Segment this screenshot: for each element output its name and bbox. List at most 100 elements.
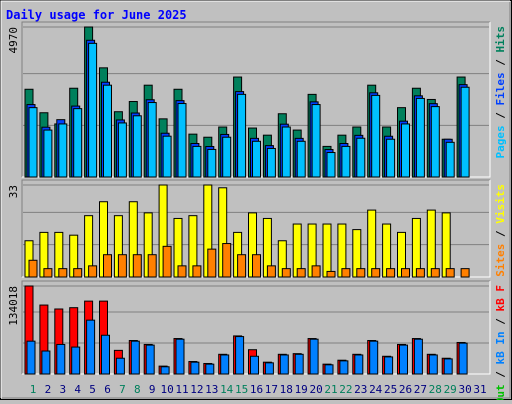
bar [341,268,351,278]
bar [235,336,245,375]
bar [445,141,455,178]
legend-separator: / [494,106,507,126]
bar [86,319,96,375]
bar [430,268,440,278]
bar [43,268,53,278]
panel-bevel [21,280,490,374]
bar [309,338,319,375]
bar [41,350,51,375]
x-tick-label: 2 [45,383,52,396]
x-tick-label: 9 [149,383,156,396]
x-tick-label: 15 [235,383,248,396]
bar [356,137,366,178]
legend-entry: Sites [494,244,507,277]
bar [162,245,172,278]
bar [266,147,276,178]
bar [371,268,381,278]
x-tick-label: 23 [354,383,367,396]
bar [103,84,112,178]
legend-separator: / [494,224,507,244]
x-tick-label: 1 [30,383,37,396]
legend-entry: Visits [494,184,507,224]
bar [428,354,438,375]
bar [458,342,468,375]
bar [205,363,215,375]
bar [220,354,230,375]
x-tick-label: 18 [280,383,293,396]
bar [147,102,157,178]
x-tick-label: 31 [473,383,486,396]
bar [26,340,36,375]
bar [147,254,157,278]
bar [445,268,455,278]
legend-entry: kB In [494,331,507,364]
bar [160,366,170,375]
y-tick-label: 33 [7,185,20,198]
bar [324,364,334,375]
bar [43,129,53,178]
x-tick-label: 5 [89,383,96,396]
bar [281,268,291,278]
legend-entry: kB Out [494,384,507,400]
legend: kB Out / kB In / kB F [494,285,507,400]
bar [207,148,217,178]
x-tick-label: 21 [324,383,337,396]
bar [326,270,336,278]
bar [311,104,321,178]
bar [190,361,200,375]
bar [401,123,410,178]
bar [296,268,306,278]
bar [399,344,408,375]
bar [115,357,125,375]
bar [56,343,66,375]
bar [145,344,155,375]
bar [415,97,425,178]
bar [371,94,381,178]
bar [386,268,396,278]
bar [175,338,185,375]
bar [177,265,187,278]
x-tick-label: 13 [205,383,218,396]
legend-separator: / [494,365,507,385]
bar [341,145,351,178]
bar [311,265,321,278]
bar [101,334,110,375]
bar [266,265,276,278]
bar [264,362,274,375]
x-tick-label: 14 [220,383,234,396]
bar [296,140,306,178]
x-tick-label: 7 [119,383,126,396]
bar [162,135,172,178]
bar [237,93,247,178]
bar [192,265,202,278]
bar [88,42,98,178]
legend-separator: / [494,312,507,332]
bar [177,103,187,178]
legend-entry: Pages [494,125,507,158]
bar [73,268,83,278]
bar [252,254,261,278]
y-tick-label: 4970 [7,27,20,54]
bar [443,358,453,375]
bar [237,254,247,278]
x-tick-label: 28 [429,383,442,396]
bar [73,108,83,178]
bevel [2,2,511,399]
x-tick-label: 17 [265,383,278,396]
bar [322,223,332,278]
x-tick-label: 8 [134,383,141,396]
bar [441,212,451,278]
bar [279,354,289,375]
x-tick-label: 27 [414,383,427,396]
bar [252,140,261,178]
bar [367,209,377,278]
bar [354,354,364,375]
bar [58,123,68,178]
bar [207,248,217,278]
bar [369,340,379,375]
x-tick-label: 26 [399,383,412,396]
bar [117,254,127,278]
legend: Sites / Visits [494,184,507,277]
